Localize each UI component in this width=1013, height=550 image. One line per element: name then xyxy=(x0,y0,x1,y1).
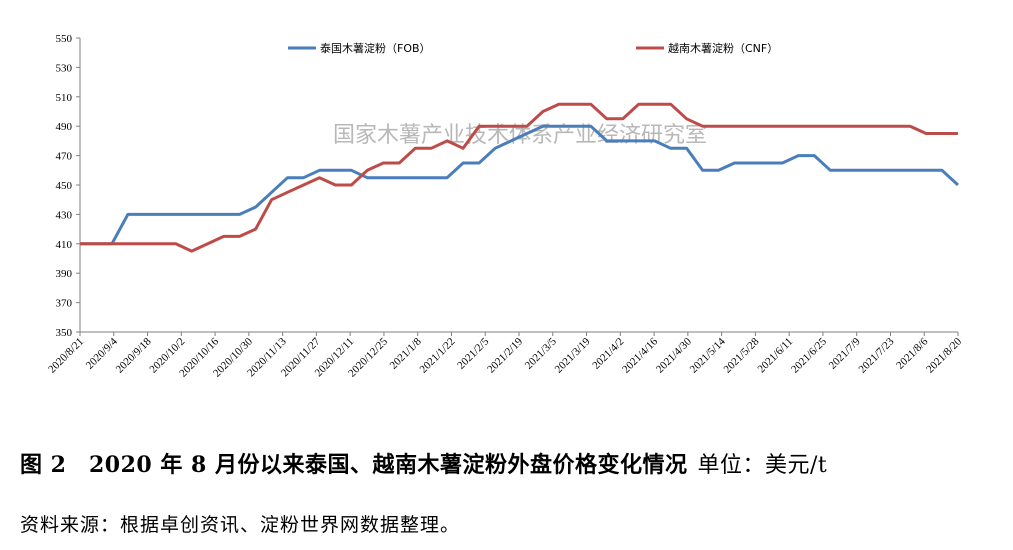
y-tick-label: 530 xyxy=(56,62,73,74)
y-tick-label: 490 xyxy=(56,121,73,133)
chart-axes xyxy=(79,38,958,333)
x-tick-label: 2021/3/19 xyxy=(553,335,593,375)
x-tick-label: 2021/4/30 xyxy=(654,335,694,375)
y-tick-label: 550 xyxy=(56,33,73,45)
x-tick-label: 2021/6/11 xyxy=(756,336,796,376)
x-tick-label: 2021/1/22 xyxy=(418,336,458,376)
legend-label-0: 泰国木薯淀粉（FOB） xyxy=(320,41,431,55)
x-tick-label: 2021/7/23 xyxy=(857,335,897,375)
x-tick-label: 2021/6/25 xyxy=(789,335,829,375)
series-line-0 xyxy=(80,124,960,246)
series-line-1 xyxy=(80,102,958,253)
chart-legend: 泰国木薯淀粉（FOB） 越南木薯淀粉（CNF） xyxy=(288,41,778,55)
y-tick-label: 350 xyxy=(56,327,73,339)
y-axis-ticks: 350 370 390 410 430 450 470 490 510 530 550 xyxy=(56,33,80,339)
y-tick-label: 390 xyxy=(56,268,73,280)
price-line-chart: 350 370 390 410 430 450 470 490 510 530 550 2020/8… xyxy=(46,33,964,380)
caption-title: 图 2 2020 年 8 月份以来泰国、越南木薯淀粉外盘价格变化情况 xyxy=(20,452,688,478)
legend-label-1: 越南木薯淀粉（CNF） xyxy=(668,41,778,55)
caption-unit: 单位：美元/t xyxy=(697,453,828,478)
series-lines xyxy=(80,102,960,253)
x-tick-label: 2021/2/19 xyxy=(485,335,525,375)
figure-caption: 图 2 2020 年 8 月份以来泰国、越南木薯淀粉外盘价格变化情况 单位：美元/… xyxy=(20,447,827,479)
x-tick-label: 2021/5/14 xyxy=(688,335,728,375)
y-tick-label: 430 xyxy=(56,209,73,221)
x-tick-label: 2020/9/18 xyxy=(114,335,154,375)
data-source-note: 资料来源：根据卓创资讯、淀粉世界网数据整理。 xyxy=(20,514,461,536)
x-tick-label: 2021/4/16 xyxy=(620,335,660,375)
y-tick-label: 410 xyxy=(56,239,73,251)
x-tick-label: 2020/8/21 xyxy=(46,336,86,376)
y-tick-label: 450 xyxy=(56,180,73,192)
y-tick-label: 470 xyxy=(56,151,73,163)
y-tick-label: 510 xyxy=(56,92,73,104)
y-tick-label: 370 xyxy=(56,298,73,310)
x-axis-ticks: 2020/8/212020/9/42020/9/182020/10/22020/… xyxy=(46,332,964,380)
x-tick-label: 2021/8/20 xyxy=(924,335,964,375)
x-tick-label: 2021/5/28 xyxy=(721,335,761,375)
